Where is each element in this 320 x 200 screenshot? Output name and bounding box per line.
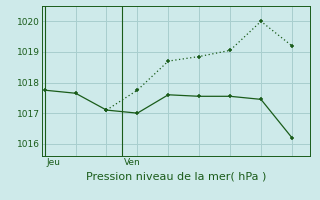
Text: Jeu: Jeu [46, 158, 60, 167]
Text: Ven: Ven [124, 158, 140, 167]
X-axis label: Pression niveau de la mer( hPa ): Pression niveau de la mer( hPa ) [86, 172, 266, 182]
